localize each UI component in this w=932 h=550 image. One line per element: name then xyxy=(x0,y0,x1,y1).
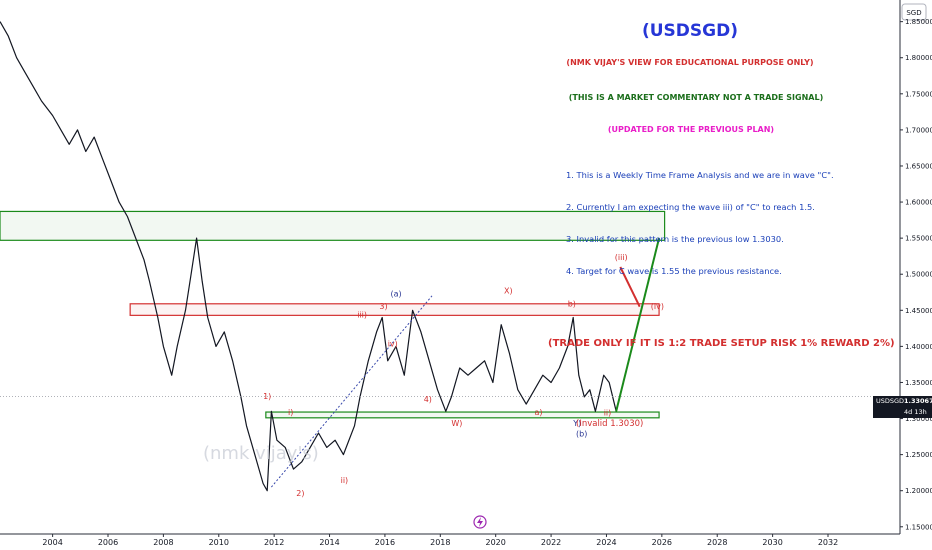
wave-label: 4) xyxy=(424,395,432,404)
analysis-point-3: 3. Invalid for this pattern is the previ… xyxy=(566,234,784,244)
y-tick-label: 1.25000 xyxy=(905,451,932,459)
x-tick-label: 2026 xyxy=(652,538,672,547)
note-educational: (NMK VIJAY'S VIEW FOR EDUCATIONAL PURPOS… xyxy=(566,58,813,67)
wave-label: (a) xyxy=(390,290,401,299)
support-zone xyxy=(265,411,660,419)
current-price-countdown: 4d 13h xyxy=(904,408,927,416)
note-commentary: (THIS IS A MARKET COMMENTARY NOT A TRADE… xyxy=(569,93,824,102)
wave-label: X) xyxy=(504,287,513,296)
y-tick-label: 1.65000 xyxy=(905,162,932,170)
symbol-badge[interactable]: SGD xyxy=(906,9,921,17)
current-price-tag-bg xyxy=(873,396,932,418)
current-price-symbol: USDSGD xyxy=(876,397,904,405)
y-tick-label: 1.80000 xyxy=(905,54,932,62)
current-price-value: 1.33067 xyxy=(904,397,932,405)
note-updated: (UPDATED FOR THE PREVIOUS PLAN) xyxy=(608,125,774,134)
wave-label: 2) xyxy=(296,489,304,498)
wave-label: 1) xyxy=(263,392,271,401)
y-tick-label: 1.35000 xyxy=(905,379,932,387)
y-tick-label: 1.20000 xyxy=(905,487,932,495)
x-tick-label: 2014 xyxy=(319,538,339,547)
wave-label: iv) xyxy=(388,339,398,348)
x-tick-label: 2016 xyxy=(375,538,395,547)
x-tick-label: 2024 xyxy=(596,538,616,547)
channel-line xyxy=(271,295,433,488)
wave-iv-line xyxy=(619,266,641,308)
wave-label: iii) xyxy=(357,311,367,320)
event-marker-bolt xyxy=(477,517,483,527)
x-tick-label: 2022 xyxy=(541,538,561,547)
chart-title: (USDSGD) xyxy=(642,21,738,41)
x-tick-label: 2008 xyxy=(153,538,173,547)
wave-label: ii) xyxy=(604,409,612,418)
y-tick-label: 1.30000 xyxy=(905,415,932,423)
wave-label: Y) xyxy=(572,419,581,428)
analysis-point-1: 1. This is a Weekly Time Frame Analysis … xyxy=(566,170,834,180)
wave-label: (iv) xyxy=(651,302,664,311)
x-tick-label: 2006 xyxy=(98,538,118,547)
y-tick-label: 1.15000 xyxy=(905,523,932,531)
wave-label: ii) xyxy=(341,476,349,485)
wave-label: a) xyxy=(534,408,542,417)
wave-label: 3) xyxy=(379,302,387,311)
y-tick-label: 1.85000 xyxy=(905,18,932,26)
y-tick-label: 1.60000 xyxy=(905,199,932,207)
y-tick-label: 1.70000 xyxy=(905,126,932,134)
price-series-line xyxy=(0,21,617,492)
upper-resistance-zone xyxy=(0,210,666,241)
projection-line xyxy=(615,237,661,412)
wave-label: W) xyxy=(451,419,462,428)
x-tick-label: 2012 xyxy=(264,538,284,547)
y-tick-label: 1.40000 xyxy=(905,343,932,351)
x-tick-label: 2028 xyxy=(707,538,727,547)
analysis-point-4: 4. Target for C wave is 1.55 the previou… xyxy=(566,266,782,276)
y-tick-label: 1.55000 xyxy=(905,235,932,243)
wave-label: (Invalid 1.3030) xyxy=(576,419,643,429)
wave-label: b) xyxy=(568,300,576,309)
y-tick-label: 1.75000 xyxy=(905,90,932,98)
analysis-point-2: 2. Currently I am expecting the wave iii… xyxy=(566,202,815,212)
wave-label: i) xyxy=(288,408,293,417)
x-tick-label: 2010 xyxy=(209,538,229,547)
x-tick-label: 2018 xyxy=(430,538,450,547)
x-tick-label: 2030 xyxy=(762,538,782,547)
y-tick-label: 1.45000 xyxy=(905,307,932,315)
middle-resistance-zone xyxy=(129,303,660,316)
trade-note: (TRADE ONLY IF IT IS 1:2 TRADE SETUP RIS… xyxy=(548,338,895,349)
symbol-badge-box[interactable] xyxy=(901,3,927,21)
wave-label: (b) xyxy=(576,430,587,439)
x-tick-label: 2032 xyxy=(818,538,838,547)
y-tick-label: 1.50000 xyxy=(905,271,932,279)
wave-label: (iii) xyxy=(615,253,628,262)
x-tick-label: 2020 xyxy=(486,538,506,547)
x-tick-label: 2004 xyxy=(42,538,62,547)
watermark: (nmk vijay's) xyxy=(203,443,319,464)
